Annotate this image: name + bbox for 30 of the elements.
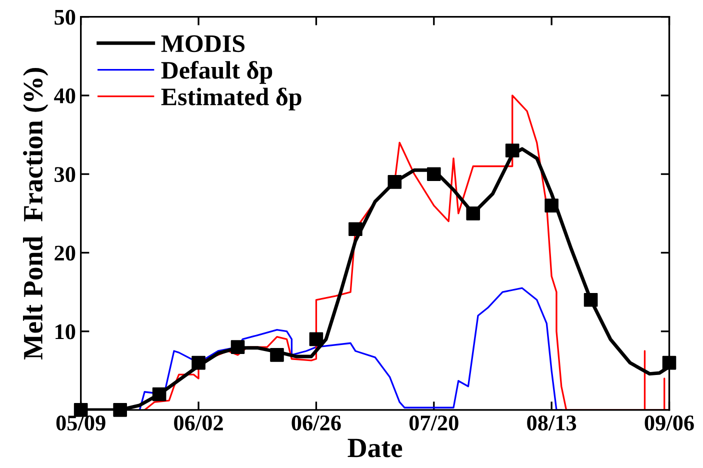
y-tick-label: 30 bbox=[54, 167, 76, 182]
x-tick-label: 06/26 bbox=[292, 415, 341, 430]
point bbox=[152, 387, 166, 402]
point bbox=[426, 167, 441, 181]
legend-label: MODIS bbox=[161, 35, 245, 52]
x-tick-label: 06/02 bbox=[174, 415, 223, 430]
x-tick-label: 08/13 bbox=[527, 415, 576, 430]
x-tick-label: 09/06 bbox=[644, 415, 694, 430]
point bbox=[662, 356, 676, 370]
x-tick-label: 05/09 bbox=[56, 415, 106, 430]
point bbox=[544, 198, 558, 212]
point bbox=[505, 144, 520, 158]
y-tick-label: 10 bbox=[56, 324, 76, 340]
point bbox=[113, 403, 127, 417]
y-axis-title: Melt Pond Fraction (%) bbox=[23, 68, 48, 360]
point bbox=[270, 348, 284, 362]
y-tick-label: 40 bbox=[54, 88, 76, 104]
point bbox=[388, 175, 402, 189]
y-tick-label: 50 bbox=[54, 10, 76, 25]
x-tick-label: 07/20 bbox=[409, 415, 458, 430]
y-tick-label: 20 bbox=[54, 246, 76, 261]
point bbox=[584, 292, 598, 307]
point bbox=[309, 332, 324, 346]
point bbox=[466, 206, 480, 220]
point bbox=[230, 340, 245, 354]
x-axis-title: Date bbox=[348, 438, 402, 458]
point bbox=[348, 222, 362, 236]
legend-label: Default δp bbox=[161, 60, 272, 84]
point bbox=[192, 356, 206, 370]
legend-label: Estimated δp bbox=[161, 88, 302, 110]
